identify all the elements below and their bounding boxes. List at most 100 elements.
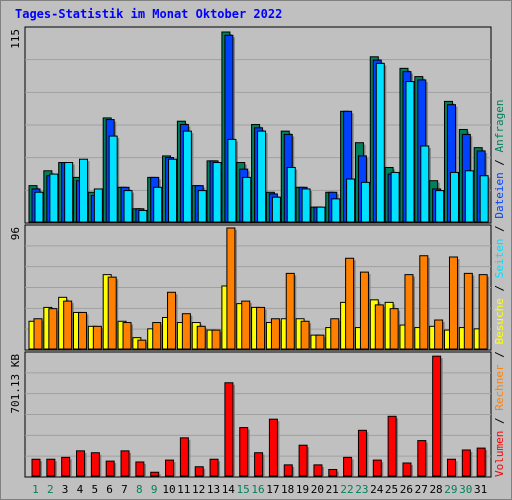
sites-bar [63,300,73,350]
sites-bar [478,274,488,350]
volume-bar [135,461,145,477]
pages-bar [153,186,163,223]
sites-bar [152,322,162,350]
pages-bar [420,145,430,223]
day-label: 18 [281,483,294,496]
legend-item: Seiten [493,239,506,279]
volume-bar [90,452,100,477]
sites-bar [107,276,117,350]
day-label: 22 [340,483,353,496]
pages-bar [168,158,178,223]
pages-bar [301,188,311,223]
day-label: 24 [370,483,384,496]
volume-bar [254,452,264,477]
sites-bar [374,304,384,350]
volume-bar [239,427,249,477]
day-label: 8 [136,483,143,496]
day-label: 4 [77,483,84,496]
day-label: 27 [415,483,428,496]
pages-bar [49,173,59,223]
pages-bar [449,171,459,223]
sites-bar [226,227,236,350]
sites-bar [256,306,266,350]
right-legend: Volumen / Rechner / Besuche / Seiten / D… [493,99,506,477]
chart-marks [28,31,491,477]
pages-bar [197,190,207,223]
pages-bar [479,175,489,223]
day-label: 25 [385,483,398,496]
volume-bar [402,462,412,477]
sites-bar [211,329,221,350]
y-axis-max-label: 115 [9,29,22,49]
sites-bar [33,318,43,350]
volume-bar [179,437,189,477]
day-label: 12 [192,483,205,496]
volume-bar [224,382,234,477]
sites-bar [315,334,325,350]
pages-bar [464,170,474,223]
sites-bar [78,311,88,350]
sites-bar [181,313,191,350]
volume-bar [372,459,382,477]
day-label: 1 [32,483,39,496]
volume-bar [150,471,160,477]
day-label: 11 [177,483,190,496]
pages-bar [182,130,192,223]
volume-bar [417,440,427,477]
volume-bar [31,458,41,477]
pages-bar [331,198,341,223]
sites-bar [330,318,340,350]
day-label: 13 [207,483,220,496]
chart-title: Tages-Statistik im Monat Oktober 2022 [15,7,283,21]
volume-bar [120,450,130,477]
pages-bar [93,188,103,223]
legend-item: / [493,411,506,431]
pages-bar [360,181,370,223]
pages-bar [316,206,326,223]
sites-bar [167,291,177,350]
pages-bar [227,138,237,223]
legend-item: Rechner [493,364,506,411]
volume-bar [328,468,338,477]
volume-bar [387,415,397,477]
volume-bar [446,458,456,477]
legend-item: / [493,152,506,172]
day-label: 19 [296,483,309,496]
pages-bar [346,178,356,223]
pages-bar [405,81,415,223]
legend-item: / [493,345,506,365]
pages-bar [242,176,252,223]
volume-bar [283,464,293,477]
y-axis-max-label: 701.13 KB [9,354,22,414]
sites-bar [285,272,295,350]
sites-bar [122,322,132,350]
day-label: 7 [121,483,128,496]
legend-item: / [493,219,506,239]
legend-text: Volumen / Rechner / Besuche / Seiten / D… [493,99,506,477]
legend-item: Anfragen [493,99,506,152]
volume-bar [61,456,71,477]
sites-bar [463,272,473,350]
day-label: 6 [106,483,113,496]
sites-bar [434,319,444,350]
pages-bar [34,191,44,223]
day-label: 28 [429,483,442,496]
pages-bar [108,135,118,223]
sites-bar [48,308,58,350]
y-axis-max-label: 96 [9,227,22,240]
legend-item: Dateien [493,172,506,218]
volume-bar [461,449,471,477]
y-axis-labels: 115 96 701.13 KB [9,29,22,414]
pages-bar [64,162,74,223]
volume-bar [298,444,308,477]
volume-bar [46,458,56,477]
sites-bar [92,325,102,350]
sites-bar [241,300,251,350]
day-label: 20 [311,483,324,496]
sites-bar [137,339,147,350]
volume-bar [313,464,323,477]
day-label: 29 [444,483,457,496]
pages-bar [271,196,281,223]
day-label: 30 [459,483,472,496]
day-label: 31 [474,483,487,496]
